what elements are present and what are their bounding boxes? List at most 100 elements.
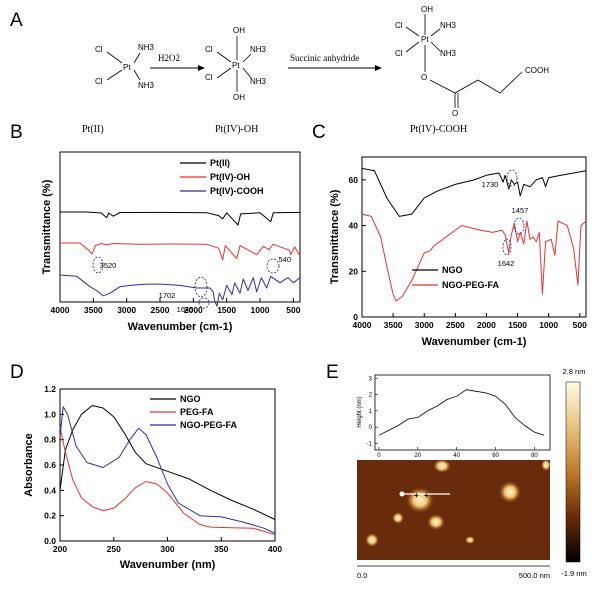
pt4cooh-cl-top: Cl (395, 21, 403, 30)
pt2-nh3-top: NH3 (138, 43, 155, 52)
x-tick-label: 2000 (184, 305, 203, 315)
afm-particle (499, 481, 521, 503)
x-tick-label: 200 (53, 544, 67, 554)
height-x-tick-label: 60 (492, 453, 499, 459)
afm-particle (365, 533, 379, 547)
x-tick-label: 500 (286, 305, 300, 315)
pt4cooh-cooh: COOH (525, 66, 549, 75)
x-tick-label: 2500 (446, 320, 465, 330)
panel-label-b: B (10, 122, 23, 143)
legend-label: PEG-FA (180, 407, 214, 417)
pt4cooh-nh3-bottom: NH3 (440, 49, 457, 58)
legend-label: Pt(IV)-OH (210, 172, 250, 182)
afm-particle (392, 512, 404, 524)
height-y-tick-label: -1 (367, 441, 373, 447)
pt4oh-oh-top: OH (233, 26, 245, 35)
pt4oh-pt: Pt (232, 61, 240, 70)
height-profile-line (378, 389, 545, 436)
series-line (361, 213, 587, 302)
y-tick-label: 0.8 (44, 435, 56, 445)
pt4oh-structure: OH OH Cl Cl Pt NH3 NH3 (205, 26, 267, 102)
plot-frame (361, 156, 587, 318)
x-tick-label: 3000 (117, 305, 136, 315)
afm-profile-marker (399, 491, 405, 497)
afm-particle (406, 487, 434, 513)
legend-label: NGO-PEG-FA (442, 280, 500, 290)
legend-label: NGO (442, 265, 463, 275)
legend-label: Pt(IV)-COOH (210, 186, 264, 196)
height-y-tick-label: 3 (369, 376, 373, 382)
label-pt4oh: Pt(IV)-OH (215, 124, 258, 135)
x-tick-label: 3500 (384, 320, 403, 330)
pt4oh-nh3-top: NH3 (250, 45, 267, 54)
x-tick-label: 1500 (508, 320, 527, 330)
height-x-tick-label: 0 (377, 453, 381, 459)
reaction-arrow-1: H2O2 (150, 53, 205, 71)
y-axis-title: Transmittance (%) (41, 179, 53, 274)
pt4cooh-pt: Pt (421, 35, 429, 44)
peak-annotation: 540 (278, 255, 291, 264)
panel-label-d: D (10, 362, 24, 383)
y-tick-label: 20 (349, 266, 359, 276)
legend-label: NGO (180, 394, 201, 404)
y-tick-label: 0.6 (44, 460, 56, 470)
x-tick-label: 3500 (84, 305, 103, 315)
pt4cooh-o-carbonyl: O (452, 109, 458, 118)
series-line (60, 211, 301, 226)
y-tick-label: 1.0 (44, 409, 56, 419)
afm-scale-right: 500.0 nm (519, 571, 550, 580)
chart-b-ftir: 4000 3500 3000 2500 2000 1500 1000 500 Wavenumbe… (41, 151, 301, 333)
annotation-circle (266, 258, 280, 274)
peak-annotation: 1702 (159, 291, 176, 300)
series-line (59, 406, 276, 534)
x-axis-title: Wavenumber (nm) (120, 559, 216, 571)
colorbar-min: -1.9 nm (561, 569, 586, 578)
peak-annotation: 1642 (498, 259, 515, 268)
series-line (361, 167, 587, 217)
afm-cursor-left: + (414, 491, 419, 500)
pt2-cl-top: Cl (95, 45, 103, 54)
x-tick-label: 2500 (151, 305, 170, 315)
x-tick-label: 500 (573, 320, 587, 330)
chart-c-ftir: 4000 3500 3000 2500 2000 1500 1000 500 0 20 40 60 Wa… (329, 156, 587, 348)
y-axis-title: Absorbance (23, 433, 35, 497)
plot-frame (59, 151, 301, 303)
series-line (59, 274, 301, 307)
legend-label: Pt(II) (210, 158, 230, 168)
x-tick-label: 2000 (477, 320, 496, 330)
peak-annotation: 1645 (177, 305, 194, 314)
annotation-circle (92, 256, 104, 274)
pt4oh-cl-bottom: Cl (205, 73, 213, 82)
peak-annotation: 1457 (512, 206, 529, 215)
pt4oh-cl-top: Cl (205, 45, 213, 54)
pt2-nh3-bottom: NH3 (138, 81, 155, 90)
x-tick-label: 1000 (539, 320, 558, 330)
chart-d-uvvis: 200 250 300 350 400 0.0 0.2 0.4 0.6 0.8 1.0 1.2 Wave… (23, 384, 282, 571)
peak-annotation: 3520 (100, 261, 117, 270)
annotation-circle (506, 169, 518, 187)
y-tick-label: 1.2 (44, 384, 56, 394)
height-profile-frame (374, 374, 551, 451)
reagent-h2o2: H2O2 (158, 53, 180, 63)
afm-colorbar (565, 381, 581, 563)
pt2-pt: Pt (123, 63, 131, 72)
x-tick-label: 350 (214, 544, 228, 554)
reagent-succinic: Succinic anhydride (290, 53, 359, 63)
label-pt4cooh: Pt(IV)-COOH (410, 124, 467, 135)
height-x-tick-label: 20 (414, 453, 421, 459)
afm-image (357, 460, 550, 560)
label-pt2: Pt(II) (82, 124, 104, 135)
y-tick-label: 0 (353, 312, 358, 322)
chart-e-afm: Height (nm) 3 2 1 0 -1 0 20 40 60 80 + + 0.0 500.… (357, 367, 587, 580)
afm-particle (427, 514, 445, 530)
annotation-circle (194, 276, 208, 298)
panel-label-e: E (326, 362, 339, 383)
y-tick-label: 60 (349, 175, 359, 185)
height-x-tick-label: 40 (453, 453, 460, 459)
height-profile-plot: 3 2 1 0 -1 0 20 40 60 80 (367, 376, 545, 459)
pt4oh-nh3-bottom: NH3 (250, 77, 267, 86)
afm-particle (433, 459, 451, 473)
afm-particle (541, 459, 551, 471)
height-axis-title: Height (nm) (357, 396, 363, 427)
